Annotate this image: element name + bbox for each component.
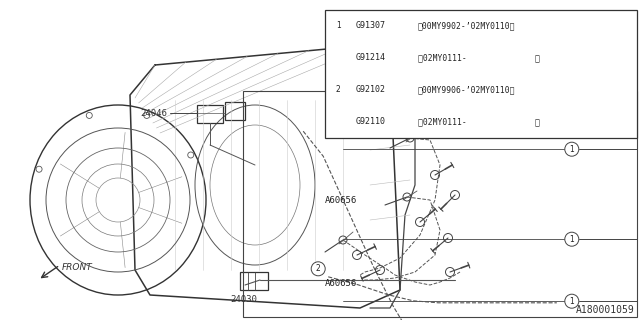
Text: 2: 2 — [316, 264, 321, 273]
Text: 1: 1 — [336, 21, 340, 30]
Text: 02MY0111-              ）: 02MY0111- ） — [418, 117, 540, 126]
Text: 24030: 24030 — [230, 295, 257, 304]
Bar — [197, 105, 223, 123]
Text: 00MY9902-’02MY0110）: 00MY9902-’02MY0110） — [418, 21, 515, 30]
Text: 02MY0111-              ）: 02MY0111- ） — [418, 53, 540, 62]
Circle shape — [311, 262, 325, 276]
Circle shape — [564, 232, 579, 246]
Text: 00MY9906-’02MY0110）: 00MY9906-’02MY0110） — [418, 85, 515, 94]
Text: G91214: G91214 — [356, 53, 386, 62]
Text: A60656: A60656 — [325, 279, 358, 288]
Text: A180001059: A180001059 — [576, 305, 635, 315]
Text: A60656: A60656 — [325, 196, 358, 205]
Circle shape — [332, 83, 346, 97]
Circle shape — [564, 294, 579, 308]
Text: 1: 1 — [570, 235, 574, 244]
Bar — [240, 272, 268, 290]
Text: 1: 1 — [570, 297, 574, 306]
Text: G92102: G92102 — [356, 85, 386, 94]
Text: 24046: 24046 — [140, 108, 167, 117]
Bar — [225, 102, 245, 120]
Circle shape — [332, 19, 346, 33]
Text: G92110: G92110 — [356, 117, 386, 126]
Text: 1: 1 — [570, 145, 574, 154]
Text: 2: 2 — [336, 85, 340, 94]
Bar — [325, 10, 637, 138]
Circle shape — [564, 142, 579, 156]
Bar — [243, 91, 637, 317]
Text: FRONT: FRONT — [62, 263, 93, 273]
Text: G91307: G91307 — [356, 21, 386, 30]
